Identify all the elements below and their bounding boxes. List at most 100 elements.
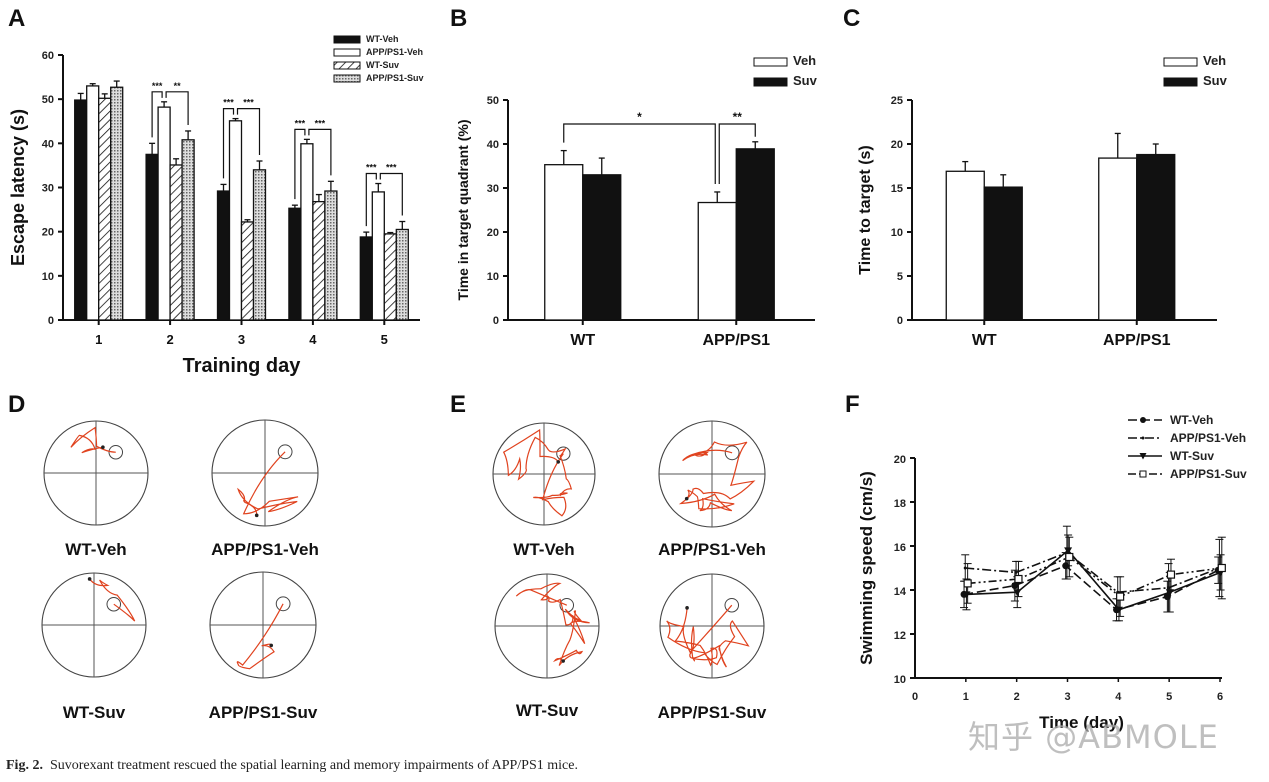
- panel-c-time-to-target-chart: 0 5 10 15 20 25 Time to target (s) WT APP/PS1 Veh…: [857, 53, 1228, 349]
- significance-bracket: [379, 172, 403, 216]
- series-line-app-ps1-veh: [965, 551, 1220, 594]
- significance-label: **: [174, 81, 182, 91]
- y-axis-label: Escape latency (s): [8, 109, 28, 266]
- significance-bracket: [236, 108, 261, 155]
- maze-app-ps1-veh: APP/PS1-Veh: [211, 419, 319, 559]
- maze-wt-veh: WT-Veh: [43, 420, 149, 559]
- panel-label-f: F: [845, 391, 860, 418]
- legend-marker-wt-veh: [1140, 417, 1146, 423]
- y-tick-label: 14: [894, 586, 907, 598]
- caption-text: Suvorexant treatment rescued the spatial…: [49, 758, 578, 773]
- platform-circle: [108, 444, 124, 460]
- bar-wt-veh-3: [216, 190, 231, 321]
- legend-marker-app-ps1-veh: [1141, 436, 1145, 440]
- marker-app-ps1-suv: [1116, 592, 1125, 601]
- x-tick-label: 3: [238, 332, 245, 347]
- x-tick-label: APP/PS1: [702, 332, 770, 349]
- start-point: [269, 643, 274, 648]
- y-tick-label: 40: [42, 138, 54, 150]
- maze-wt-suv: WT-Suv: [41, 572, 147, 722]
- series-line-wt-suv: [966, 549, 1221, 611]
- significance-label: *: [637, 110, 642, 124]
- bar-app-ps1-veh-3: [228, 120, 243, 321]
- platform-circle: [556, 446, 571, 461]
- bar-suv-app-ps1: [1136, 153, 1176, 321]
- marker-app-ps1-suv: [1217, 563, 1226, 573]
- legend-label-veh: Veh: [793, 53, 816, 68]
- bar-veh-wt: [544, 164, 584, 321]
- maze-wt-suv: WT-Suv: [494, 573, 600, 720]
- y-tick-label: 20: [487, 227, 499, 239]
- caption-label: Fig. 2.: [6, 758, 43, 773]
- maze-label: WT-Veh: [65, 540, 126, 559]
- swim-track: [236, 603, 284, 670]
- y-tick-label: 0: [897, 315, 903, 327]
- swim-track: [70, 426, 116, 454]
- marker-wt-suv: [1013, 589, 1022, 597]
- x-tick-label: WT: [972, 332, 997, 349]
- y-tick-label: 20: [894, 454, 906, 466]
- maze-label: APP/PS1-Veh: [211, 540, 319, 559]
- platform-circle: [106, 596, 122, 612]
- y-axis-label: Time in target quadrant (%): [455, 120, 471, 301]
- panel-d-swim-tracks-day: WT-Veh APP/PS1-Veh WT-Suv APP/PS1-Suv: [41, 419, 319, 722]
- legend-swatch-app-ps1-suv: [333, 74, 361, 83]
- x-tick-label: 5: [381, 332, 388, 347]
- start-point: [561, 659, 565, 663]
- bar-suv-wt: [983, 186, 1023, 321]
- start-point: [101, 445, 105, 449]
- start-point: [254, 513, 259, 518]
- x-tick-label: 0: [912, 691, 918, 703]
- y-tick-label: 40: [487, 139, 499, 151]
- maze-label: WT-Suv: [516, 701, 579, 720]
- y-tick-label: 5: [897, 271, 903, 283]
- bar-wt-suv-3: [240, 221, 255, 321]
- x-tick-label: APP/PS1: [1103, 332, 1171, 349]
- legend-label-wt-veh: WT-Veh: [366, 34, 399, 44]
- bar-app-ps1-suv-5: [395, 228, 409, 321]
- x-tick-label: 1: [95, 332, 102, 347]
- significance-label: ***: [366, 163, 377, 173]
- bar-app-ps1-suv-4: [324, 190, 338, 321]
- significance-label: ***: [152, 81, 163, 91]
- series-line-app-ps1-suv: [967, 556, 1222, 598]
- significance-label: ***: [386, 163, 397, 173]
- significance-label: **: [733, 110, 743, 124]
- bar-wt-veh-5: [359, 236, 373, 321]
- y-tick-label: 60: [42, 50, 54, 62]
- y-tick-label: 0: [48, 315, 54, 327]
- bar-app-ps1-suv-3: [252, 169, 267, 321]
- swim-track: [89, 578, 136, 622]
- bar-app-ps1-veh-1: [86, 85, 100, 321]
- maze-wt-veh: WT-Veh: [492, 422, 596, 559]
- start-point: [685, 606, 689, 610]
- significance-bracket: [151, 91, 163, 138]
- y-tick-label: 10: [894, 674, 906, 686]
- bar-wt-suv-2: [169, 164, 183, 321]
- panel-e-swim-tracks-probe: WT-Veh APP/PS1-Veh WT-Suv APP/PS1-Suv: [492, 420, 767, 722]
- panel-b-target-quadrant-chart: 0 10 20 30 40 50 Time in target quadrant (%) WT…: [455, 53, 818, 349]
- x-tick-label: 5: [1166, 691, 1172, 703]
- legend-label-suv: Suv: [1203, 73, 1228, 88]
- x-axis-label: Training day: [183, 355, 302, 377]
- bar-wt-suv-5: [383, 233, 397, 321]
- marker-app-ps1-veh: [963, 566, 967, 570]
- platform-circle: [724, 445, 740, 461]
- y-tick-label: 16: [894, 542, 906, 554]
- marker-app-ps1-suv: [1065, 552, 1074, 562]
- bar-app-ps1-suv-2: [181, 139, 195, 321]
- maze-app-ps1-suv: APP/PS1-Suv: [209, 571, 318, 722]
- significance-label: ***: [315, 118, 326, 128]
- legend-label-wt-suv: WT-Suv: [366, 60, 399, 70]
- maze-app-ps1-veh: APP/PS1-Veh: [658, 420, 766, 559]
- legend-label-app-ps1-veh: APP/PS1-Veh: [366, 47, 423, 57]
- significance-bracket: [718, 123, 756, 184]
- marker-app-ps1-suv: [1166, 570, 1176, 579]
- legend-swatch-wt-suv: [333, 61, 361, 70]
- y-tick-label: 30: [42, 183, 54, 195]
- y-tick-label: 30: [487, 183, 499, 195]
- marker-wt-suv: [962, 591, 971, 599]
- significance-bracket: [308, 128, 332, 176]
- x-tick-label: 3: [1064, 691, 1070, 703]
